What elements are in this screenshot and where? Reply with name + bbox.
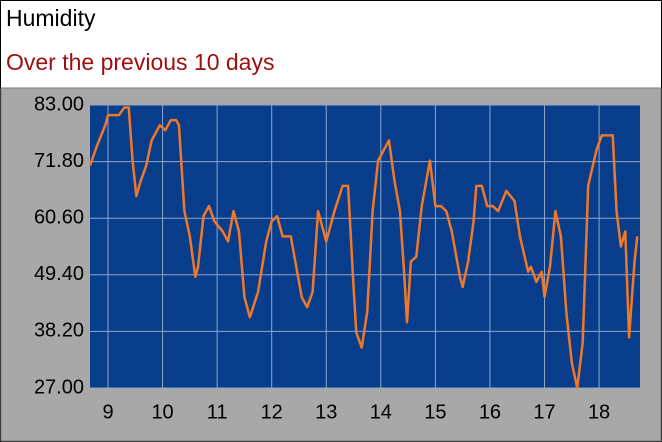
y-tick-label: 49.40 bbox=[34, 263, 84, 285]
chart-title: Humidity bbox=[6, 5, 96, 31]
x-tick-label: 14 bbox=[370, 401, 392, 423]
y-tick-label: 83.00 bbox=[34, 93, 84, 115]
y-tick-label: 71.80 bbox=[34, 150, 84, 172]
y-tick-label: 60.60 bbox=[34, 206, 84, 228]
x-tick-label: 15 bbox=[424, 401, 446, 423]
x-tick-label: 17 bbox=[533, 401, 555, 423]
y-tick-label: 27.00 bbox=[34, 376, 84, 398]
x-tick-label: 11 bbox=[207, 401, 228, 423]
x-tick-label: 9 bbox=[102, 401, 113, 423]
x-tick-label: 13 bbox=[315, 401, 337, 423]
y-tick-label: 38.20 bbox=[34, 320, 84, 342]
chart-subtitle: Over the previous 10 days bbox=[6, 49, 274, 75]
x-tick-label: 18 bbox=[588, 401, 610, 423]
x-tick-label: 10 bbox=[151, 401, 173, 423]
plot-area bbox=[90, 105, 640, 388]
x-tick-label: 16 bbox=[479, 401, 501, 423]
data-line bbox=[88, 106, 639, 390]
x-tick-label: 12 bbox=[261, 401, 283, 423]
